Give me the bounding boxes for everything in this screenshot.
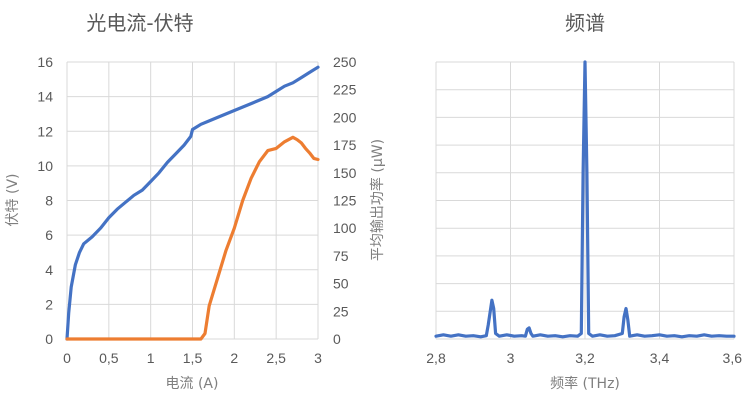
chart-spectrum-x-ticks: 2,8 3 3,2 3,4 3,6	[426, 350, 742, 366]
y2-tick-label: 200	[333, 109, 357, 125]
y2-tick-label: 75	[333, 248, 349, 264]
y2-tick-label: 125	[333, 193, 357, 209]
chart-spectrum-grid	[435, 61, 735, 340]
y-tick-label: 0	[45, 331, 53, 347]
y-tick-label: 4	[45, 262, 53, 278]
x-tick-label: 3	[507, 350, 515, 366]
y2-tick-label: 0	[333, 331, 341, 347]
x-tick-label: 2,8	[426, 350, 446, 366]
power-series-line	[65, 135, 320, 341]
y2-tick-label: 250	[333, 54, 357, 70]
y-tick-label: 8	[45, 193, 53, 209]
chart-iv-y2-ticks: 0 25 50 75 100 125 150 175 200 225 250	[333, 54, 357, 347]
y-tick-label: 6	[45, 227, 53, 243]
y-tick-label: 12	[37, 123, 53, 139]
x-tick-label: 3,2	[575, 350, 595, 366]
chart-spectrum-xlabel: 频率 (THz)	[550, 375, 620, 392]
chart-iv-series	[65, 65, 320, 341]
chart-iv-x-ticks: 0 0,5 1 1,5 2 2,5 3	[63, 350, 322, 366]
chart-iv-y-ticks: 0 2 4 6 8 10 12 14 16	[37, 54, 53, 347]
chart-spectrum: 频谱 2,8 3 3,2 3,4 3,6 频率 (THz)	[426, 11, 742, 392]
y2-tick-label: 175	[333, 137, 357, 153]
y2-tick-label: 150	[333, 165, 357, 181]
y-tick-label: 2	[45, 296, 53, 312]
chart-iv-ylabel: 伏特 (V)	[5, 174, 21, 227]
chart-spectrum-series	[434, 60, 736, 339]
x-tick-label: 1	[147, 350, 155, 366]
x-tick-label: 2	[230, 350, 238, 366]
y2-tick-label: 50	[333, 276, 349, 292]
x-tick-label: 0,5	[99, 350, 119, 366]
y2-tick-label: 100	[333, 220, 357, 236]
y2-tick-label: 225	[333, 82, 357, 98]
x-tick-label: 3	[314, 350, 322, 366]
spectrum-series-line	[434, 60, 736, 339]
chart-iv-xlabel: 电流 (A)	[166, 376, 219, 392]
x-tick-label: 3,4	[650, 350, 670, 366]
y-tick-label: 10	[37, 158, 53, 174]
voltage-series-line	[65, 65, 320, 341]
chart-iv-grid	[66, 61, 319, 340]
x-tick-label: 2,5	[266, 350, 286, 366]
y-tick-label: 16	[37, 54, 53, 70]
y2-tick-label: 25	[333, 303, 349, 319]
x-tick-label: 0	[63, 350, 71, 366]
chart-spectrum-title: 频谱	[565, 11, 605, 35]
chart-iv-y2label: 平均输出功率 (μW)	[369, 139, 386, 261]
chart-iv-title: 光电流-伏特	[86, 11, 193, 35]
x-tick-label: 3,6	[723, 350, 743, 366]
x-tick-label: 1,5	[183, 350, 203, 366]
y-tick-label: 14	[37, 89, 53, 105]
